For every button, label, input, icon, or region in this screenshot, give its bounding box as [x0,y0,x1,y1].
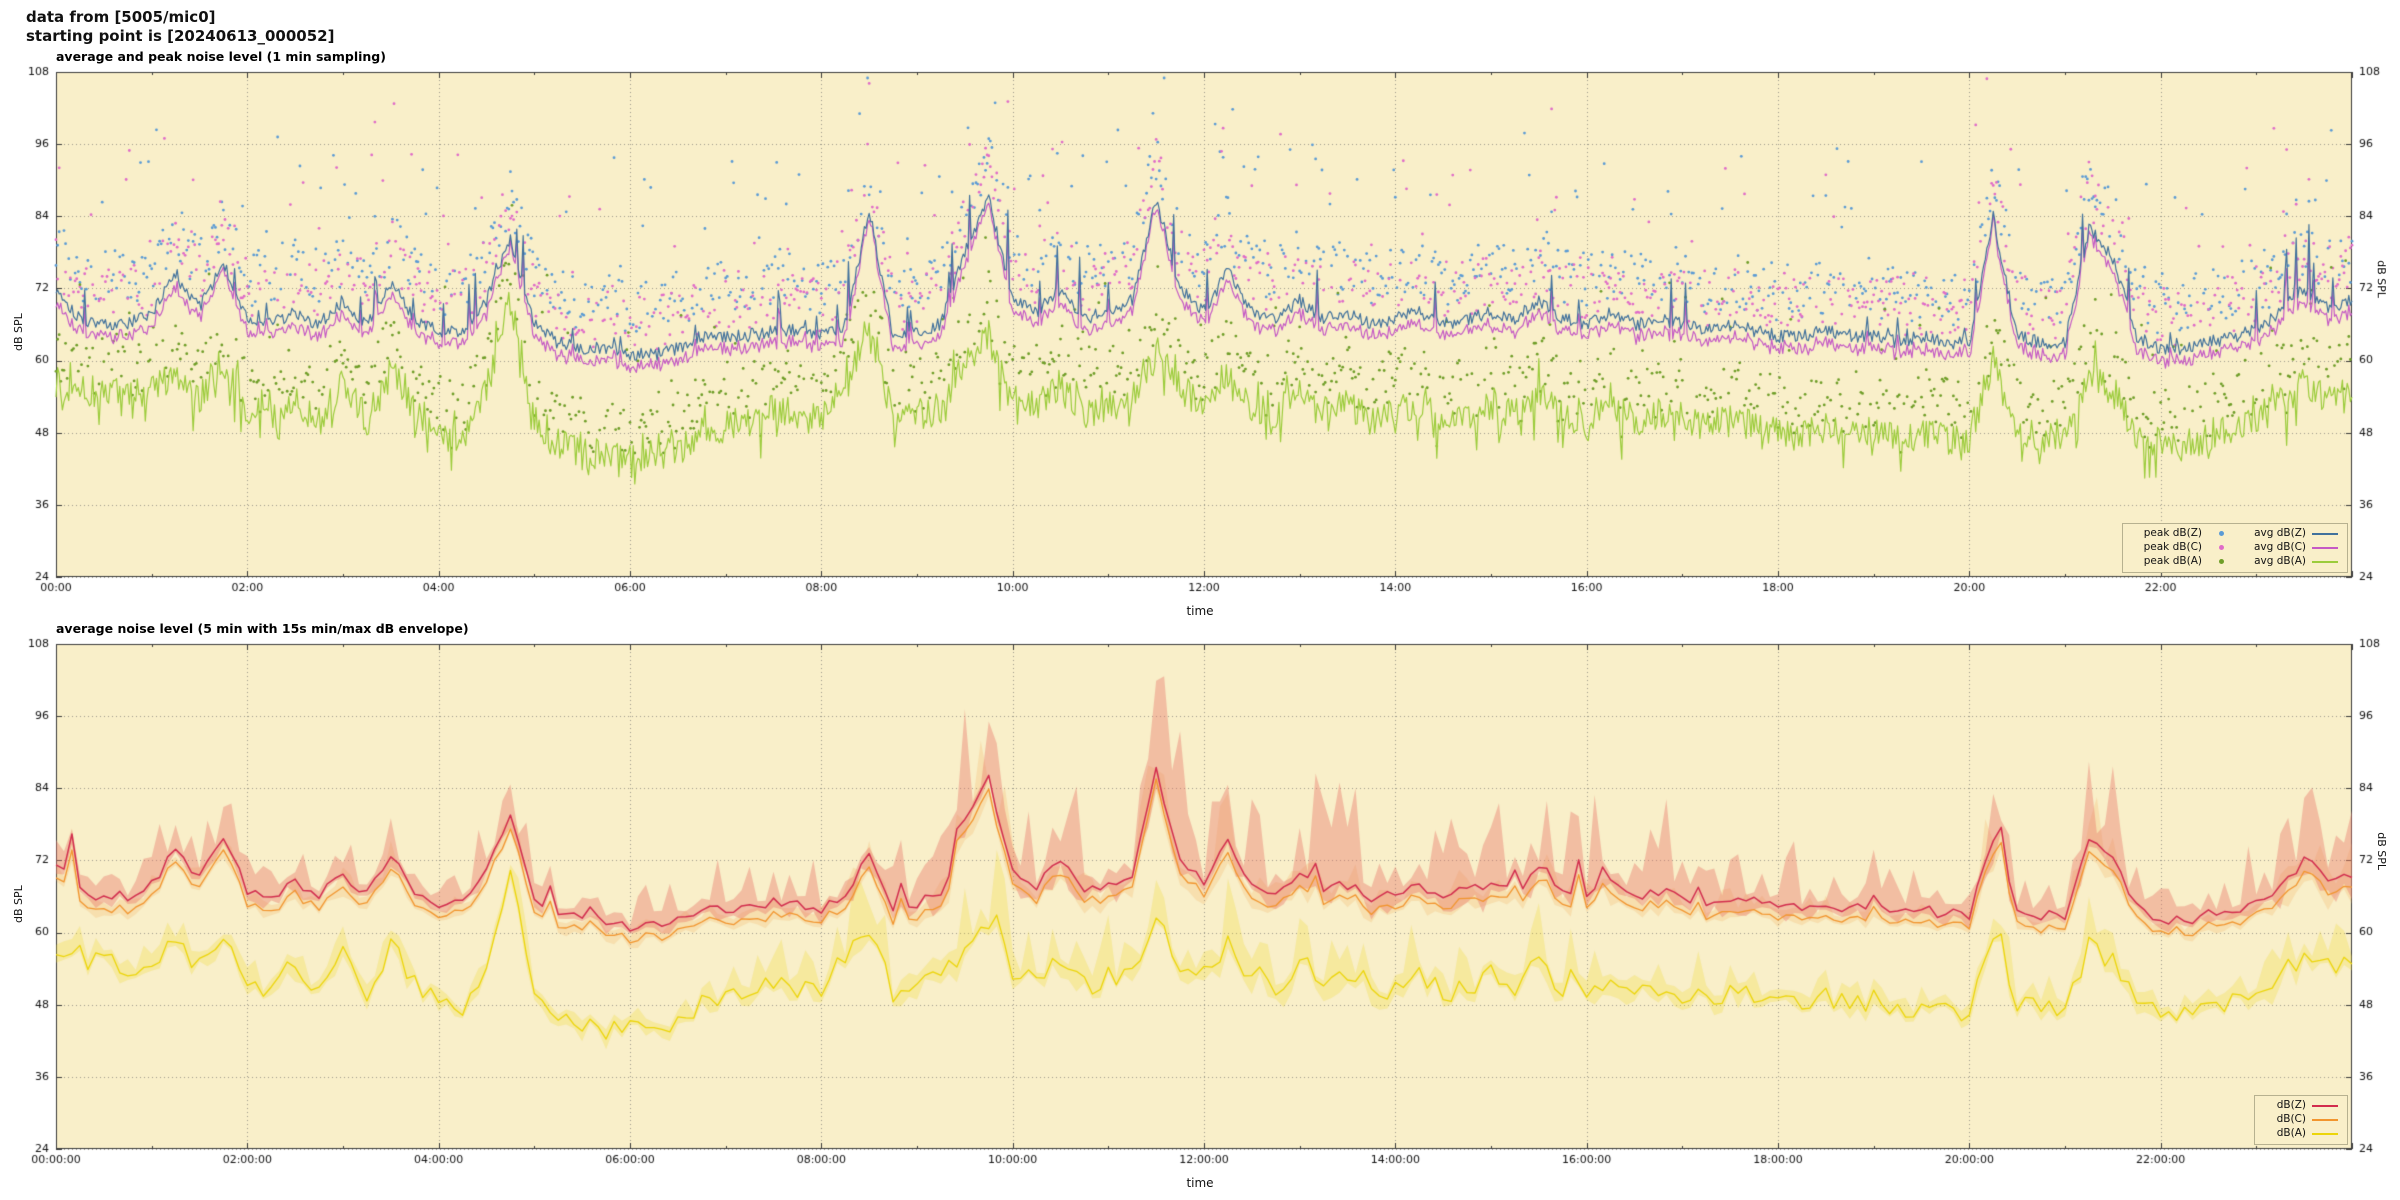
chart-top-title: average and peak noise level (1 min samp… [56,48,386,64]
header-line-1: data from [5005/mic0] [26,8,216,26]
chart-bottom-title: average noise level (5 min with 15s min/… [56,620,469,636]
legend-label-dbz: dB(Z) [2276,1098,2306,1111]
legend-marker-dot-peak-dba [2218,559,2224,564]
header-line-2: starting point is [20240613_000052] [26,26,335,45]
legend-row: dB(A) [2262,1127,2340,1141]
legend-row: peak dB(A) avg dB(A) [2130,555,2340,569]
legend-marker-line-avg-dba [2312,560,2338,563]
legend-marker-line-dbz [2312,1104,2338,1107]
legend-marker-line-dbc [2312,1118,2338,1121]
chart-top-plot-area: dB SPL dB SPL peak dB(Z) avg dB(Z) peak … [0,65,2400,604]
chart-bottom-xlabel: time [1186,1175,1214,1190]
legend-label-peak-dba: peak dB(A) [2143,554,2202,567]
legend-label-peak-dbc: peak dB(C) [2143,540,2202,553]
chart-top-ylabel-right: dB SPL [2375,259,2388,298]
chart-top: average and peak noise level (1 min samp… [0,49,2400,620]
noise-envelope-chart-canvas [0,637,2400,1176]
legend-row: peak dB(Z) avg dB(Z) [2130,527,2340,541]
legend-label-avg-dbz: avg dB(Z) [2254,526,2306,539]
legend-label-avg-dba: avg dB(A) [2254,554,2306,567]
legend-marker-dot-peak-dbc [2218,545,2224,550]
chart-bottom-ylabel-right: dB SPL [2375,831,2388,870]
legend-row: peak dB(C) avg dB(C) [2130,541,2340,555]
legend-label-peak-dbz: peak dB(Z) [2143,526,2202,539]
chart-top-ylabel-left: dB SPL [12,312,25,351]
chart-bottom-ylabel-left: dB SPL [12,884,25,923]
chart-top-legend: peak dB(Z) avg dB(Z) peak dB(C) avg dB(C… [2122,522,2348,573]
chart-bottom-plot-area: dB SPL dB SPL dB(Z) dB(C) dB(A) [0,637,2400,1176]
legend-marker-dot-peak-dbz [2218,531,2224,536]
chart-top-xlabel: time [1186,603,1214,618]
chart-bottom: average noise level (5 min with 15s min/… [0,621,2400,1192]
legend-label-avg-dbc: avg dB(C) [2253,540,2306,553]
legend-row: dB(C) [2262,1113,2340,1127]
chart-bottom-legend: dB(Z) dB(C) dB(A) [2254,1094,2348,1145]
legend-label-dbc: dB(C) [2276,1112,2306,1125]
legend-marker-line-dba [2312,1132,2338,1135]
figure-header: data from [5005/mic0] starting point is … [0,0,2400,48]
legend-label-dba: dB(A) [2276,1126,2306,1139]
legend-row: dB(Z) [2262,1099,2340,1113]
legend-marker-line-avg-dbc [2312,546,2338,549]
legend-marker-line-avg-dbz [2312,532,2338,535]
noise-peak-chart-canvas [0,65,2400,604]
